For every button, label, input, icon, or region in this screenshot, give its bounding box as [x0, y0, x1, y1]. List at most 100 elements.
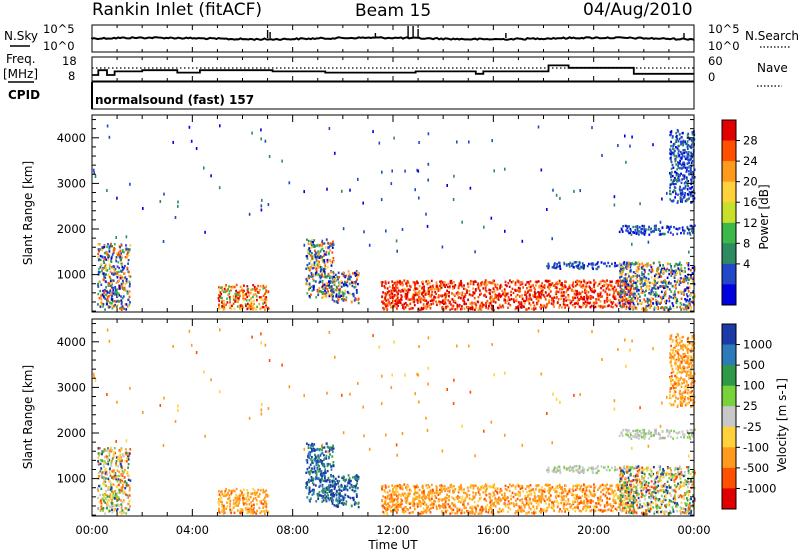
range-cell	[623, 289, 625, 292]
range-cell	[440, 280, 443, 283]
range-cell	[466, 282, 469, 285]
range-cell	[540, 293, 543, 296]
nave-label: Nave	[757, 61, 788, 75]
range-cell	[423, 289, 425, 292]
range-cell	[517, 281, 520, 284]
range-cell	[669, 198, 672, 201]
range-cell	[331, 481, 334, 484]
range-cell	[504, 229, 506, 233]
range-cell	[464, 492, 467, 495]
range-cell	[633, 231, 636, 234]
nsearch-tick-bottom: 10^0	[708, 39, 740, 53]
range-cell	[392, 299, 395, 303]
range-cell	[241, 287, 243, 290]
range-cell	[124, 460, 127, 463]
range-cell	[313, 458, 316, 462]
range-cell	[492, 486, 495, 489]
range-cell	[497, 306, 499, 309]
range-cell	[690, 224, 693, 228]
range-cell	[311, 267, 314, 270]
range-cell	[453, 281, 455, 284]
range-cell	[103, 455, 106, 459]
colorbar-segment	[722, 181, 736, 203]
range-cell	[309, 254, 312, 257]
range-cell	[403, 288, 406, 291]
range-cell	[497, 298, 500, 301]
range-cell	[556, 281, 559, 284]
range-cell	[590, 263, 593, 266]
range-cell	[452, 304, 455, 308]
range-cell	[653, 285, 656, 288]
range-cell	[390, 294, 393, 297]
range-cell	[428, 290, 430, 293]
range-cell	[508, 285, 511, 288]
range-cell	[338, 289, 341, 292]
range-cell	[112, 496, 115, 499]
range-cell	[439, 288, 441, 291]
range-cell	[119, 287, 121, 290]
range-cell	[561, 286, 564, 290]
range-cell	[611, 285, 614, 289]
range-cell	[546, 265, 548, 268]
range-cell	[97, 256, 99, 259]
range-cell	[228, 296, 231, 299]
range-cell	[252, 304, 255, 307]
range-cell	[460, 297, 462, 300]
range-cell	[635, 269, 638, 272]
range-cell	[236, 500, 238, 504]
range-cell	[681, 167, 683, 170]
range-cell	[125, 482, 128, 485]
range-cell	[350, 279, 353, 283]
range-cell	[607, 284, 610, 287]
range-cell	[389, 295, 391, 298]
range-cell	[252, 295, 254, 299]
range-cell	[111, 495, 114, 498]
range-cell	[672, 233, 674, 236]
range-cell	[683, 196, 686, 199]
range-cell	[549, 295, 552, 298]
range-cell	[264, 308, 266, 311]
range-cell	[656, 300, 659, 303]
range-cell	[440, 286, 443, 289]
range-cell	[517, 490, 520, 494]
range-cell	[552, 188, 554, 192]
range-cell	[491, 295, 493, 298]
range-cell	[491, 139, 493, 143]
range-cell	[109, 284, 112, 287]
range-cell	[237, 293, 239, 296]
range-cell	[444, 489, 446, 493]
range-cell	[222, 308, 225, 311]
range-cell	[609, 280, 612, 283]
range-cell	[381, 170, 383, 174]
range-cell	[347, 495, 350, 499]
range-cell	[115, 260, 118, 263]
range-cell	[479, 289, 481, 292]
range-cell	[335, 494, 338, 497]
range-cell	[314, 266, 317, 269]
range-cell	[333, 504, 336, 507]
range-cell	[412, 300, 414, 303]
range-cell	[400, 498, 403, 501]
freq-axis-ticks	[91, 57, 695, 81]
range-cell	[432, 285, 434, 289]
y-tick-label: 3000	[57, 176, 86, 190]
range-cell	[530, 289, 533, 292]
range-cell	[635, 284, 638, 287]
range-cell	[562, 298, 565, 301]
range-cell	[97, 507, 99, 510]
range-cell	[225, 507, 227, 510]
range-cell	[429, 288, 431, 291]
range-cell	[114, 303, 116, 307]
range-cell	[691, 131, 694, 134]
range-cell	[107, 477, 110, 480]
range-cell	[634, 274, 637, 277]
range-cell	[319, 256, 322, 259]
range-cell	[489, 301, 492, 305]
range-cell	[640, 302, 643, 305]
range-cell	[116, 265, 119, 268]
range-cell	[326, 258, 329, 262]
range-cell	[118, 474, 120, 478]
range-cell	[127, 452, 130, 455]
range-cell	[114, 494, 116, 498]
range-cell	[121, 453, 124, 456]
